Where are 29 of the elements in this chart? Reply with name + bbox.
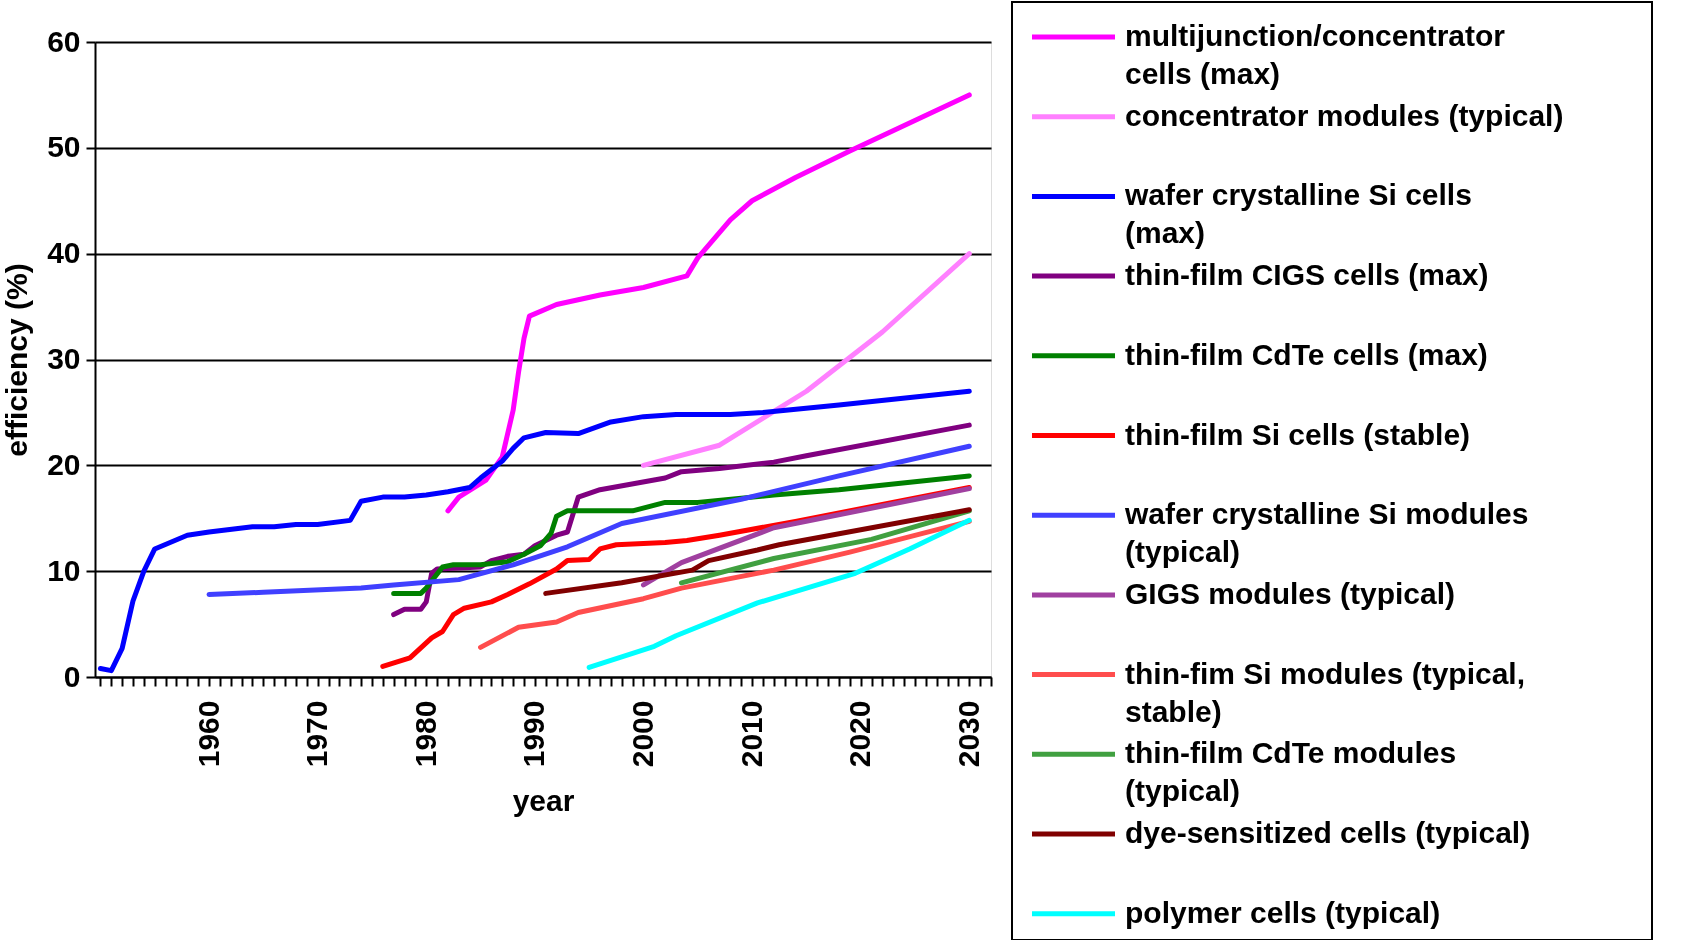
legend-label: dye-sensitized cells (typical)	[1125, 816, 1531, 849]
x-tick-label: 1970	[300, 700, 334, 768]
x-tick-label: 2030	[951, 700, 985, 768]
legend-label: thin-film CdTe cells (max)	[1125, 337, 1488, 371]
x-tick-label: 2000	[625, 700, 659, 768]
x-tick-label: 2020	[843, 700, 877, 768]
legend-label: polymer cells (typical)	[1125, 895, 1441, 929]
y-tick-label: 10	[47, 553, 81, 587]
legend-label: concentrator modules (typical)	[1125, 98, 1564, 132]
x-axis-title: year	[512, 784, 575, 818]
y-tick-label: 60	[47, 24, 81, 58]
legend-label: wafer crystalline Si cells (max)	[1124, 178, 1472, 250]
legend-label: thin-film CIGS cells (max)	[1125, 258, 1489, 292]
legend-label: thin-film CdTe modules (typical)	[1125, 736, 1457, 808]
legend-label: thin-film Si cells (stable)	[1125, 417, 1471, 451]
y-tick-label: 50	[47, 130, 81, 164]
y-tick-label: 40	[47, 236, 81, 270]
legend-label: wafer crystalline Si modules (typical)	[1124, 497, 1529, 569]
legend-label: thin-fim Si modules (typical, stable)	[1125, 656, 1526, 728]
legend-label: multijunction/concentrator cells (max)	[1125, 19, 1506, 90]
y-tick-label: 0	[63, 659, 81, 693]
x-tick-label: 1980	[408, 700, 442, 768]
y-tick-label: 20	[47, 447, 81, 481]
legend-label: GIGS modules (typical)	[1125, 576, 1456, 610]
x-tick-label: 1960	[191, 700, 225, 768]
x-tick-label: 2010	[734, 700, 768, 768]
y-axis-title: efficiency (%)	[0, 263, 34, 457]
y-tick-label: 30	[47, 342, 81, 375]
x-tick-label: 1990	[517, 700, 551, 768]
